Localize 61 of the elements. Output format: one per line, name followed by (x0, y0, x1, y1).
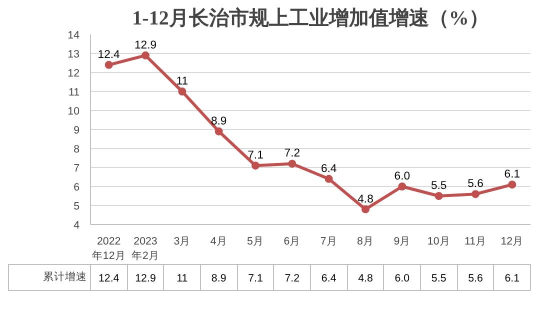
point (362, 205, 370, 214)
x-tick-label: 4月 (210, 236, 228, 248)
point (142, 51, 150, 60)
data-label: 6.1 (504, 272, 520, 284)
x-tick-label: 10月 (427, 236, 450, 248)
y-tick-label: 6 (74, 182, 80, 194)
x-tick-label: 6月 (284, 236, 301, 248)
text: 6.1 (504, 168, 520, 181)
point (178, 88, 186, 96)
data-label: 11 (176, 272, 188, 284)
point (104, 60, 113, 69)
chart-title: 1-12月长治市规上工业增加值增速（%） (132, 6, 489, 30)
data-label: 6.4 (321, 272, 336, 284)
text: 12.4 (98, 48, 120, 61)
y-tick-label: 5 (74, 200, 80, 212)
text: 6.4 (320, 162, 337, 175)
y-tick-label: 4 (74, 220, 80, 232)
y-tick-label: 12 (68, 68, 80, 80)
text: 12.9 (134, 39, 157, 52)
x-tick-label: 5月 (247, 236, 264, 248)
x-tick-label: 7月 (320, 236, 338, 248)
text: 4.8 (358, 193, 374, 206)
data-label: 6.0 (394, 272, 410, 284)
point (252, 162, 260, 170)
y-tick-label: 14 (68, 30, 80, 42)
x-tick-label: 12月 (500, 236, 524, 248)
data-label: 12.4 (98, 272, 120, 284)
point (324, 174, 333, 183)
data-label: 7.1 (248, 272, 263, 284)
x-tick-label: 11月 (464, 236, 487, 248)
data-label: 8.9 (211, 272, 226, 284)
y-tick-label: 13 (68, 48, 80, 60)
point (214, 127, 223, 136)
point (288, 160, 296, 168)
data-label: 5.6 (468, 272, 483, 284)
y-tick-label: 8 (74, 144, 80, 156)
text: 累计增速 (43, 270, 87, 284)
x-tick-label: 2023 年2月 (132, 236, 160, 262)
x-tick-label: 3月 (174, 236, 191, 248)
point (398, 182, 406, 190)
x-tick-label: 2022 年12月 (92, 236, 126, 262)
data-label: 5.5 (431, 272, 446, 284)
y-tick-label: 11 (68, 86, 80, 98)
point (508, 180, 516, 189)
text: 8.9 (210, 115, 227, 128)
data-label: 12.9 (135, 272, 156, 284)
text: 7.1 (248, 150, 264, 162)
text: 7.2 (284, 148, 300, 160)
y-tick-label: 10 (68, 106, 80, 118)
y-tick-label: 9 (74, 124, 80, 136)
y-tick-label: 7 (74, 162, 80, 174)
text: 5.6 (468, 178, 484, 190)
data-label: 7.2 (284, 272, 300, 284)
text: 6.0 (394, 170, 410, 182)
data-label: 4.8 (358, 272, 373, 284)
x-tick-label: 8月 (357, 236, 374, 248)
point (472, 190, 480, 198)
point (434, 192, 443, 200)
text: 11 (176, 76, 188, 88)
x-tick-label: 9月 (394, 236, 411, 248)
text: 5.5 (430, 180, 447, 192)
